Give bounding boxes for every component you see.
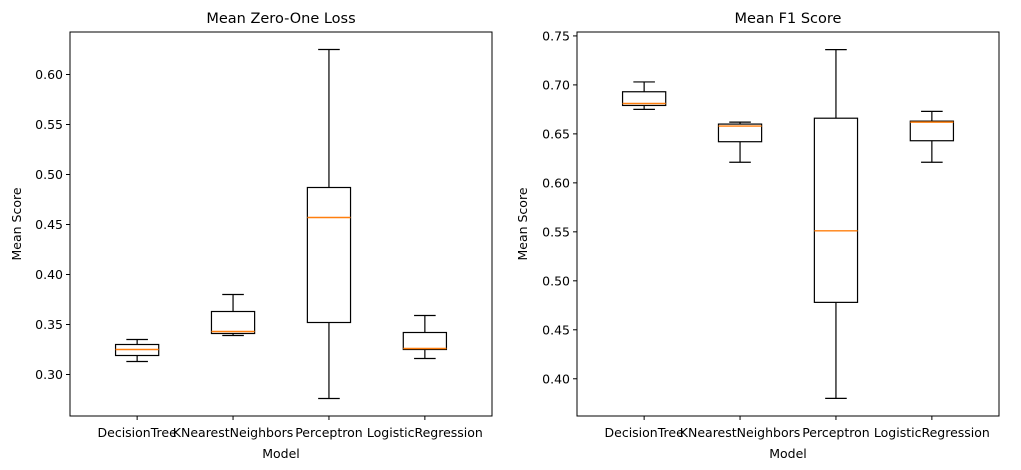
x-axis-label: Model	[262, 446, 300, 461]
panel-f1-score: Mean F1 Score Model Mean Score 0.400.450…	[515, 11, 1000, 461]
box-series	[621, 49, 955, 399]
x-axis-label: Model	[769, 446, 807, 461]
y-tick-label: 0.35	[35, 317, 63, 332]
y-tick-label: 0.30	[35, 367, 63, 382]
chart-title: Mean Zero-One Loss	[206, 11, 355, 27]
x-tick-label: DecisionTree	[98, 425, 178, 440]
box-knearestneighbors	[210, 293, 256, 337]
y-tick-label: 0.60	[542, 175, 570, 190]
iqr-box	[909, 120, 955, 142]
x-tick-label: KNearestNeighbors	[680, 425, 800, 440]
box-logisticregression	[402, 314, 448, 360]
box-knearestneighbors	[717, 121, 763, 163]
iqr-box	[717, 123, 763, 143]
box-perceptron	[306, 48, 352, 400]
y-tick-label: 0.60	[35, 67, 63, 82]
y-tick-label: 0.50	[542, 273, 570, 288]
y-tick-label: 0.40	[35, 267, 63, 282]
x-tick-label: DecisionTree	[605, 425, 685, 440]
y-tick-label: 0.45	[35, 217, 63, 232]
y-tick-label: 0.70	[542, 77, 570, 92]
iqr-box	[402, 331, 448, 351]
y-axis-label: Mean Score	[9, 187, 24, 260]
box-decisiontree	[114, 338, 160, 363]
y-tick-label: 0.75	[542, 28, 570, 43]
axis-ticks: 0.30 0.35 0.40 0.45 0.50 0.55 0.60 DecisionTree…	[35, 67, 483, 440]
y-tick-label: 0.65	[542, 126, 570, 141]
box-series	[114, 48, 448, 400]
iqr-box	[210, 310, 256, 335]
chart-title: Mean F1 Score	[735, 11, 842, 27]
x-tick-label: LogisticRegression	[367, 425, 483, 440]
iqr-box	[306, 186, 352, 324]
y-axis-label: Mean Score	[515, 187, 530, 260]
x-tick-label: LogisticRegression	[874, 425, 990, 440]
box-perceptron	[813, 49, 859, 399]
iqr-box	[813, 117, 859, 303]
y-tick-label: 0.55	[35, 117, 63, 132]
iqr-box	[621, 91, 667, 107]
y-tick-label: 0.55	[542, 224, 570, 239]
panel-zero-one-loss: Mean Zero-One Loss Model Mean Score 0.30…	[9, 11, 493, 461]
box-decisiontree	[621, 81, 667, 110]
y-tick-label: 0.40	[542, 371, 570, 386]
axis-ticks: 0.40 0.45 0.50 0.55 0.60 0.65 0.70 0.75 Decision…	[542, 28, 990, 440]
box-logisticregression	[909, 110, 955, 163]
y-tick-label: 0.50	[35, 167, 63, 182]
x-tick-label: KNearestNeighbors	[173, 425, 293, 440]
x-tick-label: Perceptron	[802, 425, 869, 440]
plot-frame	[576, 31, 1000, 417]
y-tick-label: 0.45	[542, 322, 570, 337]
x-tick-label: Perceptron	[295, 425, 362, 440]
